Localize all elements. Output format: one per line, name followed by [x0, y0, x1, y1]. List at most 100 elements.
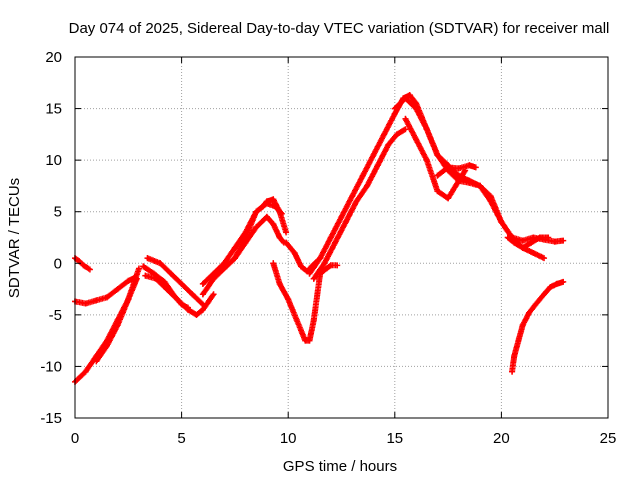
data-point — [306, 337, 313, 344]
data-point — [221, 265, 228, 272]
data-point — [391, 105, 398, 112]
series-arc-15 — [310, 126, 409, 282]
data-point — [259, 203, 266, 210]
data-point — [332, 239, 339, 246]
data-point — [445, 164, 452, 171]
data-point — [170, 291, 177, 298]
series-markers — [509, 279, 565, 375]
plot-frame — [74, 56, 609, 419]
y-axis-label: SDTVAR / TECUs — [6, 178, 23, 298]
data-point — [306, 270, 313, 277]
data-point — [167, 270, 174, 277]
data-point — [323, 265, 330, 272]
series-arc-17 — [402, 115, 469, 202]
data-point — [184, 304, 191, 311]
y-tick-label: 10 — [45, 152, 62, 169]
data-point — [317, 255, 324, 262]
data-point — [393, 131, 400, 138]
x-tick-label: 0 — [71, 430, 79, 447]
data-point — [353, 198, 360, 205]
y-tick-label: 20 — [45, 49, 62, 66]
data-point — [402, 126, 409, 133]
data-point — [103, 342, 110, 349]
data-point — [270, 221, 277, 228]
data-point — [434, 188, 441, 195]
data-point — [327, 234, 334, 241]
series-arc-7 — [140, 263, 191, 311]
data-point — [210, 270, 217, 277]
data-point — [406, 92, 413, 99]
data-point — [391, 110, 398, 117]
data-point — [515, 337, 522, 344]
x-axis-ticks: 0 5 10 15 20 25 — [71, 57, 617, 447]
data-point — [519, 244, 526, 251]
data-point — [402, 115, 409, 122]
data-point — [276, 234, 283, 241]
data-point — [231, 244, 238, 251]
data-point — [199, 280, 206, 287]
data-point — [541, 291, 548, 298]
data-point — [114, 322, 121, 329]
data-point — [103, 294, 110, 301]
data-point — [82, 368, 89, 375]
series-markers — [310, 126, 408, 282]
data-point — [253, 208, 260, 215]
data-point — [530, 249, 537, 256]
series-markers — [406, 92, 546, 261]
data-point — [445, 195, 452, 202]
data-point — [519, 237, 526, 244]
data-point — [242, 234, 249, 241]
data-point — [189, 291, 196, 298]
data-point — [210, 275, 217, 282]
data-point — [532, 301, 539, 308]
x-tick-label: 15 — [386, 430, 403, 447]
data-point — [221, 260, 228, 267]
data-point — [270, 260, 277, 267]
data-point — [178, 280, 185, 287]
data-point — [477, 182, 484, 189]
data-point — [276, 280, 283, 287]
data-point — [553, 280, 560, 287]
data-point — [199, 291, 206, 298]
data-point — [82, 300, 89, 307]
data-point — [283, 239, 290, 246]
data-point — [381, 131, 388, 138]
data-point — [455, 165, 462, 172]
data-point — [210, 291, 217, 298]
data-point — [263, 213, 270, 220]
x-tick-label: 25 — [600, 430, 617, 447]
y-tick-label: -15 — [40, 410, 62, 427]
data-point — [551, 238, 558, 245]
data-point — [434, 172, 441, 179]
series-markers — [402, 115, 468, 202]
data-point — [504, 234, 511, 241]
data-point — [93, 358, 100, 365]
data-point — [285, 296, 292, 303]
data-point — [370, 151, 377, 158]
data-point — [434, 151, 441, 158]
data-point — [545, 234, 552, 241]
data-point — [466, 177, 473, 184]
data-point — [511, 353, 518, 360]
data-point — [80, 262, 87, 269]
y-tick-label: -10 — [40, 358, 62, 375]
data-point — [114, 286, 121, 293]
data-point — [423, 126, 430, 133]
data-point — [231, 255, 238, 262]
series-arc-16 — [406, 92, 548, 262]
data-point — [283, 229, 290, 236]
data-point — [541, 255, 548, 262]
data-point — [310, 275, 317, 282]
data-point — [338, 213, 345, 220]
x-axis-label: GPS time / hours — [283, 458, 397, 475]
series-arc-8 — [199, 213, 287, 298]
series-markers — [270, 260, 323, 344]
data-point — [270, 196, 277, 203]
data-point — [263, 198, 270, 205]
data-point — [193, 311, 200, 318]
x-tick-label: 10 — [280, 430, 297, 447]
data-point — [150, 270, 157, 277]
data-point — [536, 234, 543, 241]
series-markers — [391, 95, 565, 245]
data-point — [374, 162, 381, 169]
